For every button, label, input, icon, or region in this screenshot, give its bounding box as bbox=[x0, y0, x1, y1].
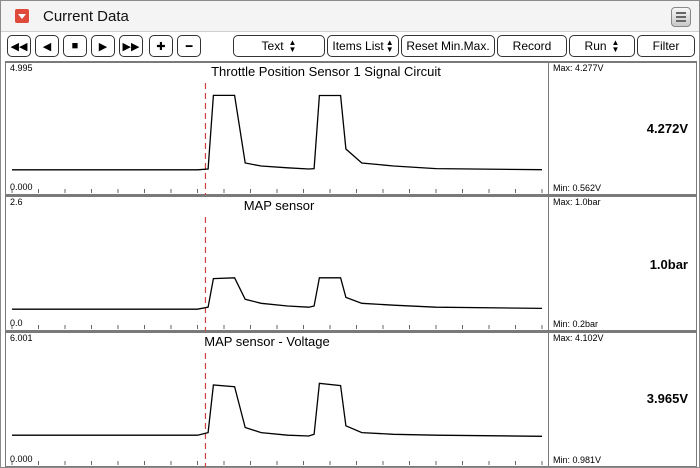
plot-area[interactable]: 6.001 0.000 MAP sensor - Voltage bbox=[6, 333, 549, 467]
value-sidebar: Max: 4.277V 4.272V Min: 0.562V bbox=[549, 63, 696, 194]
zoom-out-button[interactable]: ━ bbox=[177, 35, 201, 57]
y-axis-min-label: 0.000 bbox=[10, 454, 33, 464]
plot-area[interactable]: 2.6 0.0 MAP sensor bbox=[6, 197, 549, 331]
stop-button[interactable]: ■ bbox=[63, 35, 87, 57]
toolbar: ◀◀ ◀ ■ ▶ ▶▶ ✚ ━ Text ▲ ▼ Items List ▲ ▼ Re… bbox=[1, 31, 699, 61]
value-sidebar: Max: 4.102V 3.965V Min: 0.981V bbox=[549, 333, 696, 466]
map-voltage-trace-chart bbox=[11, 333, 543, 467]
record-button[interactable]: Record bbox=[497, 35, 567, 57]
current-value: 3.965V bbox=[646, 391, 688, 406]
plot-area[interactable]: 4.995 0.000 Throttle Position Sensor 1 S… bbox=[6, 63, 549, 195]
max-value: Max: 4.102V bbox=[553, 333, 604, 343]
graph-panel-throttle[interactable]: 4.995 0.000 Throttle Position Sensor 1 S… bbox=[5, 61, 697, 195]
throttle-trace-chart bbox=[11, 63, 543, 195]
panel-title: Throttle Position Sensor 1 Signal Circui… bbox=[166, 63, 486, 79]
graph-panel-map[interactable]: 2.6 0.0 MAP sensor Max: 1.0bar 1.0bar Mi… bbox=[5, 195, 697, 331]
signal-trace-line bbox=[12, 94, 543, 171]
title-bar: Current Data bbox=[1, 1, 699, 32]
text-mode-select[interactable]: Text ▲ ▼ bbox=[233, 35, 325, 57]
play-button[interactable]: ▶ bbox=[91, 35, 115, 57]
map-trace-chart bbox=[11, 197, 543, 331]
rewind-fast-button[interactable]: ◀◀ bbox=[7, 35, 31, 57]
max-value: Max: 4.277V bbox=[553, 63, 604, 73]
y-axis-max-label: 2.6 bbox=[10, 197, 23, 207]
value-sidebar: Max: 1.0bar 1.0bar Min: 0.2bar bbox=[549, 197, 696, 330]
min-value: Min: 0.981V bbox=[553, 455, 602, 465]
y-axis-min-label: 0.0 bbox=[10, 318, 23, 328]
filter-button[interactable]: Filter bbox=[637, 35, 695, 57]
window-options-button[interactable] bbox=[671, 7, 691, 27]
max-value: Max: 1.0bar bbox=[553, 197, 601, 207]
graph-panel-map-voltage[interactable]: 6.001 0.000 MAP sensor - Voltage Max: 4.… bbox=[5, 331, 697, 467]
zoom-in-button[interactable]: ✚ bbox=[149, 35, 173, 57]
current-value: 4.272V bbox=[646, 121, 688, 136]
min-value: Min: 0.2bar bbox=[553, 319, 599, 329]
signal-trace-line bbox=[12, 382, 543, 437]
min-value: Min: 0.562V bbox=[553, 183, 602, 193]
current-value: 1.0bar bbox=[649, 257, 688, 272]
updown-arrows-icon: ▲ ▼ bbox=[288, 38, 297, 54]
updown-arrows-icon: ▲ ▼ bbox=[385, 38, 394, 54]
y-axis-max-label: 4.995 bbox=[10, 63, 33, 73]
signal-trace-line bbox=[12, 277, 543, 310]
run-label: Run bbox=[584, 39, 607, 53]
text-mode-label: Text bbox=[261, 39, 284, 53]
window-title: Current Data bbox=[43, 8, 129, 25]
reset-min-max-button[interactable]: Reset Min.Max. bbox=[401, 35, 495, 57]
menu-dropdown-icon[interactable] bbox=[15, 9, 29, 23]
updown-arrows-icon: ▲ ▼ bbox=[611, 38, 620, 54]
forward-fast-button[interactable]: ▶▶ bbox=[119, 35, 143, 57]
panel-title: MAP sensor bbox=[118, 197, 440, 213]
y-axis-min-label: 0.000 bbox=[10, 182, 33, 192]
items-list-select[interactable]: Items List ▲ ▼ bbox=[327, 35, 399, 57]
y-axis-max-label: 6.001 bbox=[10, 333, 33, 343]
rewind-button[interactable]: ◀ bbox=[35, 35, 59, 57]
run-select[interactable]: Run ▲ ▼ bbox=[569, 35, 635, 57]
panel-title: MAP sensor - Voltage bbox=[106, 333, 428, 349]
items-list-label: Items List bbox=[332, 39, 384, 53]
